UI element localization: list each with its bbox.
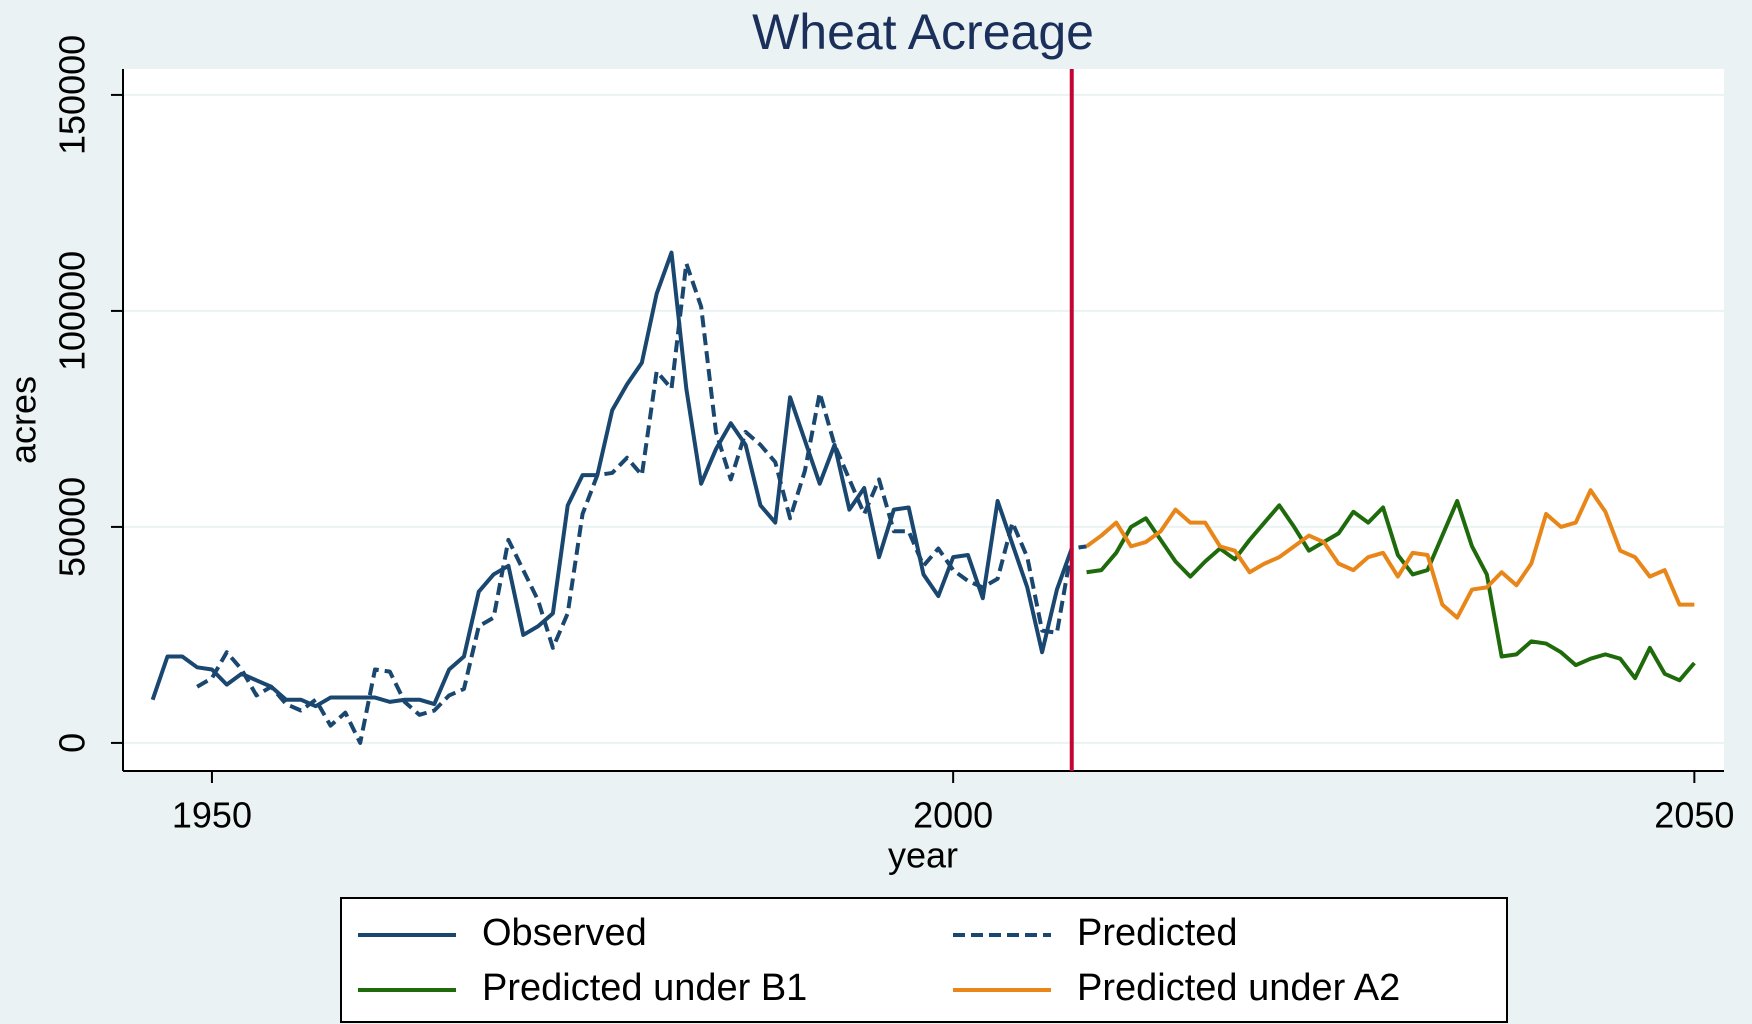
y-axis-label: acres bbox=[3, 376, 44, 464]
legend-label: Predicted under B1 bbox=[482, 967, 807, 1009]
y-tick-label: 150000 bbox=[52, 35, 93, 155]
x-tick-label: 2000 bbox=[913, 795, 993, 836]
x-tick-label: 2050 bbox=[1654, 795, 1734, 836]
y-tick-label: 0 bbox=[52, 733, 93, 753]
legend-label: Predicted under A2 bbox=[1077, 967, 1400, 1009]
legend-label: Predicted bbox=[1077, 912, 1238, 954]
series-line bbox=[1086, 499, 1696, 683]
chart-title: Wheat Acreage bbox=[752, 4, 1094, 60]
x-axis-label: year bbox=[888, 835, 958, 876]
y-tick-label: 50000 bbox=[52, 477, 93, 577]
y-tick-label: 100000 bbox=[52, 251, 93, 371]
x-tick-label: 1950 bbox=[172, 795, 252, 836]
series-line bbox=[1085, 488, 1695, 620]
legend-box bbox=[340, 897, 1508, 1023]
plot-area bbox=[123, 69, 1724, 771]
series-line bbox=[196, 261, 1087, 745]
legend-label: Observed bbox=[482, 912, 647, 954]
